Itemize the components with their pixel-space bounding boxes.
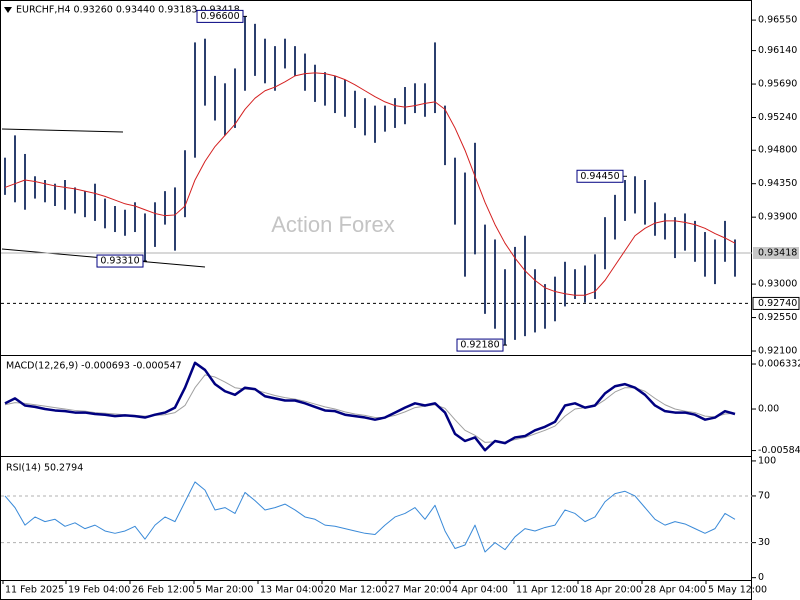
x-tick-label: 13 Mar 04:00: [260, 585, 323, 596]
price-level-box: [753, 247, 799, 260]
price-level-box: [752, 296, 800, 310]
indicator-line: [4, 361, 736, 452]
annotation-box: [456, 338, 504, 352]
y-tick-label: 0.92550: [758, 312, 797, 323]
x-tick-label: 28 Apr 04:00: [644, 585, 706, 596]
chart-title: EURCHF,H4 0.93260 0.93440 0.93183 0.9341…: [16, 5, 240, 16]
y-tick-label: 0.00: [758, 404, 779, 415]
x-tick-label: 11 Feb 2025: [5, 585, 64, 596]
annotation-label: 0.93310: [100, 256, 139, 267]
y-tick-label: 0.92100: [758, 346, 797, 357]
y-tick-label: 30: [758, 537, 770, 548]
indicator-line: [4, 481, 736, 553]
annotation-box: [96, 254, 144, 268]
price-level-label: 0.92740: [758, 298, 797, 309]
x-tick-label: 18 Apr 20:00: [580, 585, 642, 596]
y-tick-label: 70: [758, 490, 770, 501]
y-tick-label: 0.96550: [758, 15, 797, 26]
y-tick-label: 0.95240: [758, 112, 797, 123]
x-tick-label: 26 Feb 12:00: [132, 585, 194, 596]
y-tick-label: -0.005845: [758, 445, 800, 456]
y-tick-label: 100: [758, 455, 776, 466]
x-tick-label: 11 Apr 12:00: [516, 585, 578, 596]
rsi-title: RSI(14) 50.2794: [6, 463, 83, 474]
indicator-line: [4, 72, 736, 296]
y-tick-label: 0.93900: [758, 212, 797, 223]
y-tick-label: 0.95690: [758, 79, 797, 90]
x-tick-label: 19 Feb 04:00: [68, 585, 130, 596]
menu-arrow: [4, 7, 12, 13]
y-tick-label: 0.006332: [758, 359, 800, 370]
x-tick-label: 20 Mar 12:00: [324, 585, 387, 596]
y-tick-label: 0.94800: [758, 145, 797, 156]
annotation-label: 0.94450: [580, 171, 619, 182]
annotation-label: 0.96600: [200, 11, 239, 22]
price-level-label: 0.93418: [758, 248, 797, 259]
macd-title: MACD(12,26,9) -0.000693 -0.000547: [6, 361, 182, 372]
frame: [0, 0, 752, 600]
annotation-box: [576, 169, 624, 183]
y-tick-label: 0.94350: [758, 178, 797, 189]
y-tick-label: 0.96140: [758, 45, 797, 56]
annotation-label: 0.92180: [460, 340, 499, 351]
trendline: [1, 128, 124, 133]
x-tick-label: 5 May 12:00: [708, 585, 767, 596]
y-tick-label: 0.93000: [758, 279, 797, 290]
watermark: Action Forex: [271, 212, 395, 237]
x-tick-label: 5 Mar 20:00: [196, 585, 253, 596]
x-tick-label: 27 Mar 20:00: [388, 585, 451, 596]
x-tick-label: 4 Apr 04:00: [452, 585, 508, 596]
annotation-box: [196, 9, 244, 23]
y-tick-label: 0: [758, 572, 764, 583]
